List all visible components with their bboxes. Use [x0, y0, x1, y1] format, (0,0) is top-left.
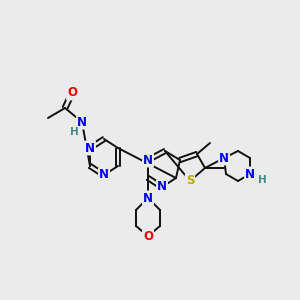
Text: N: N [77, 116, 87, 128]
Text: S: S [186, 175, 194, 188]
Text: N: N [99, 169, 109, 182]
Text: N: N [245, 167, 255, 181]
Text: N: N [157, 181, 167, 194]
Text: H: H [70, 127, 78, 137]
Text: O: O [143, 230, 153, 242]
Text: H: H [258, 175, 266, 185]
Text: N: N [219, 152, 229, 164]
Text: N: N [143, 154, 153, 166]
Text: N: N [143, 191, 153, 205]
Text: N: N [85, 142, 95, 154]
Text: O: O [67, 86, 77, 100]
